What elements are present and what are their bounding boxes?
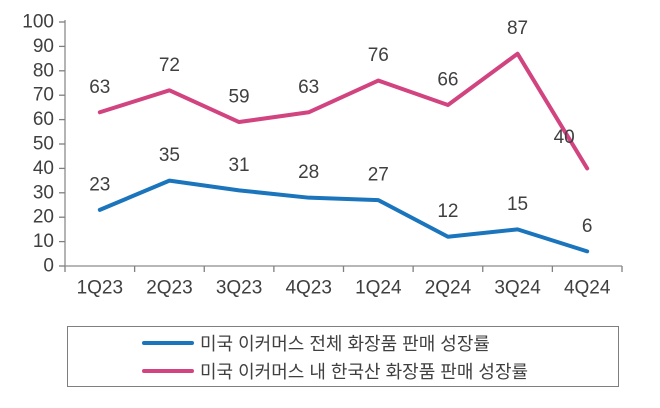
data-label: 63 <box>89 77 110 98</box>
data-label: 35 <box>159 145 180 166</box>
data-label: 15 <box>507 194 528 215</box>
x-tick-label: 1Q24 <box>355 278 402 299</box>
data-label: 12 <box>437 201 458 222</box>
data-label: 31 <box>228 155 249 176</box>
y-tick-label: 70 <box>33 85 54 106</box>
x-axis: 1Q23 2Q23 3Q23 4Q23 1Q24 2Q24 3Q24 4Q24 <box>64 265 623 299</box>
series-1: 63 72 59 63 76 66 87 40 <box>89 18 590 171</box>
y-axis: 0 10 20 30 40 50 60 70 80 90 100 <box>22 12 66 277</box>
x-tick-label: 4Q23 <box>285 278 331 299</box>
data-label: 6 <box>582 216 593 237</box>
y-tick-label: 0 <box>43 256 54 277</box>
data-label: 23 <box>89 174 110 195</box>
plot-area: 0 10 20 30 40 50 60 70 80 90 100 1Q23 2Q23 3Q23 4Q23 1Q… <box>22 12 623 299</box>
legend-label-korean-products: 미국 이커머스 내 한국산 화장품 판매 성장률 <box>200 361 529 382</box>
data-label: 66 <box>437 69 458 90</box>
y-tick-label: 30 <box>33 182 54 203</box>
x-tick-label: 1Q23 <box>77 278 123 299</box>
legend-label-us-total: 미국 이커머스 전체 화장품 판매 성장률 <box>200 333 490 354</box>
series-line-0 <box>97 178 590 254</box>
data-label: 59 <box>228 87 249 108</box>
y-tick-label: 90 <box>33 36 54 57</box>
y-tick-label: 20 <box>33 207 54 228</box>
legend-swatch-pink-line <box>142 368 194 373</box>
data-label: 72 <box>159 55 180 76</box>
legend-item-korean-products: 미국 이커머스 내 한국산 화장품 판매 성장률 <box>68 359 618 383</box>
legend-item-us-total: 미국 이커머스 전체 화장품 판매 성장률 <box>68 331 618 355</box>
y-tick-label: 60 <box>33 109 54 130</box>
y-tick-label: 50 <box>33 134 54 155</box>
data-label: 76 <box>368 45 389 66</box>
data-label: 27 <box>368 165 389 186</box>
legend-swatch-blue-line <box>142 340 194 345</box>
x-tick-label: 3Q24 <box>494 278 541 299</box>
x-tick-label: 2Q24 <box>425 278 472 299</box>
series-0: 23 35 31 28 27 12 15 6 <box>89 145 593 254</box>
data-label: 87 <box>507 18 528 39</box>
y-tick-label: 40 <box>33 158 54 179</box>
data-label: 28 <box>298 162 319 183</box>
y-tick-label: 80 <box>33 60 54 81</box>
series-line-1 <box>97 51 590 171</box>
y-tick-label: 10 <box>33 231 54 252</box>
data-label: 63 <box>298 77 319 98</box>
x-tick-label: 2Q23 <box>146 278 192 299</box>
data-label: 40 <box>554 127 575 148</box>
chart-legend: 미국 이커머스 전체 화장품 판매 성장률 미국 이커머스 내 한국산 화장품 … <box>67 326 619 387</box>
x-tick-label: 3Q23 <box>216 278 262 299</box>
y-tick-label: 100 <box>22 12 54 33</box>
x-tick-label: 4Q24 <box>564 278 611 299</box>
